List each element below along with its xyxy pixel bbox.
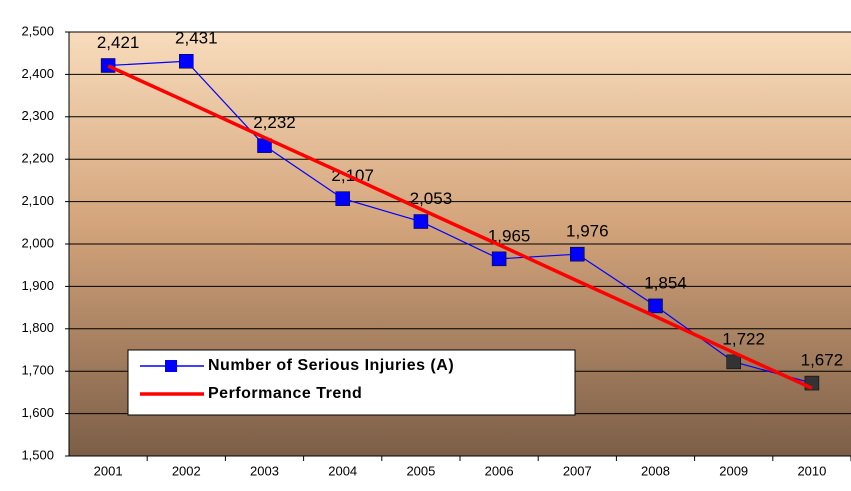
x-tick-label: 2006 [485, 463, 514, 478]
data-label: 1,854 [644, 273, 687, 292]
x-tick-label: 2004 [328, 463, 357, 478]
y-tick-label: 2,200 [21, 151, 54, 166]
y-tick-label: 1,600 [21, 405, 54, 420]
y-tick-label: 2,000 [21, 235, 54, 250]
y-tick-label: 1,900 [21, 278, 54, 293]
marker [726, 354, 741, 370]
y-tick-label: 2,500 [21, 23, 54, 38]
legend: Number of Serious Injuries (A) Performanc… [127, 349, 576, 416]
trend-line [107, 64, 813, 390]
y-tick-label: 1,500 [21, 447, 54, 462]
data-label: 2,421 [97, 33, 140, 52]
marker [335, 191, 350, 206]
data-label: 2,431 [175, 29, 218, 48]
marker [648, 298, 663, 314]
marker [100, 58, 116, 73]
y-tick-label: 2,400 [21, 66, 54, 81]
data-label: 1,976 [566, 222, 609, 241]
x-tick-label: 2005 [406, 463, 435, 478]
legend-label: Performance Trend [208, 385, 362, 402]
x-tick-label: 2008 [641, 463, 670, 478]
x-tick-label: 2009 [719, 463, 748, 478]
x-tick-label: 2003 [250, 463, 279, 478]
legend-label: Number of Serious Injuries (A) [208, 357, 454, 374]
marker [570, 246, 585, 262]
legend-marker [165, 360, 177, 372]
x-tick-label: 2007 [563, 463, 592, 478]
x-tick-label: 2010 [797, 463, 826, 478]
data-label: 1,965 [488, 226, 531, 245]
data-label: 1,722 [722, 329, 765, 348]
data-label: 2,107 [331, 166, 374, 185]
marker [413, 214, 429, 229]
y-tick-label: 1,700 [21, 363, 54, 378]
x-tick-label: 2002 [172, 463, 201, 478]
data-label: 2,053 [410, 189, 453, 208]
marker [491, 251, 507, 267]
legend-box [127, 349, 576, 416]
y-tick-label: 2,100 [21, 193, 54, 208]
marker [179, 54, 194, 69]
y-tick-label: 2,300 [21, 108, 54, 123]
x-tick-label: 2001 [94, 463, 123, 478]
data-label: 2,232 [253, 113, 296, 132]
y-tick-label: 1,800 [21, 320, 54, 335]
data-label: 1,672 [801, 351, 844, 370]
